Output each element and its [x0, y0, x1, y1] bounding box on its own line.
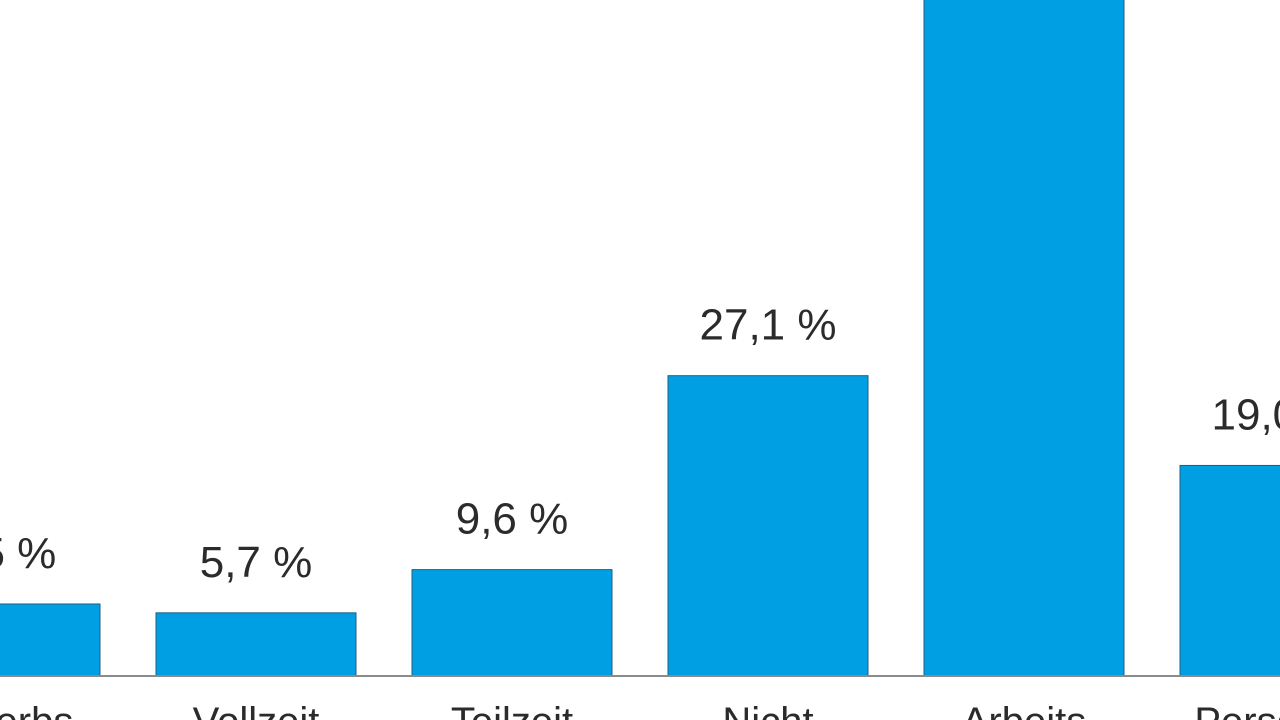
- value-label: 19,0 %: [1212, 390, 1280, 439]
- value-label: 27,1 %: [700, 301, 837, 350]
- bar: [923, 0, 1125, 677]
- bar: [1179, 464, 1280, 677]
- x-tick-label: Vollzeit: [193, 700, 320, 720]
- value-label: 5,7 %: [200, 538, 313, 587]
- x-tick-label: Nicht: [722, 700, 813, 720]
- bar: [667, 375, 869, 677]
- value-label: 9,6 %: [456, 495, 569, 544]
- bar: [411, 569, 613, 677]
- bar: [155, 612, 357, 677]
- value-label: 6,5 %: [0, 529, 56, 578]
- x-tick-label: Arbeits: [962, 700, 1087, 720]
- x-tick-label: Teilzeit: [451, 700, 573, 720]
- bar: [0, 603, 101, 677]
- x-tick-label: Erwerbs: [0, 700, 73, 720]
- x-tick-label: Personen: [1194, 700, 1280, 720]
